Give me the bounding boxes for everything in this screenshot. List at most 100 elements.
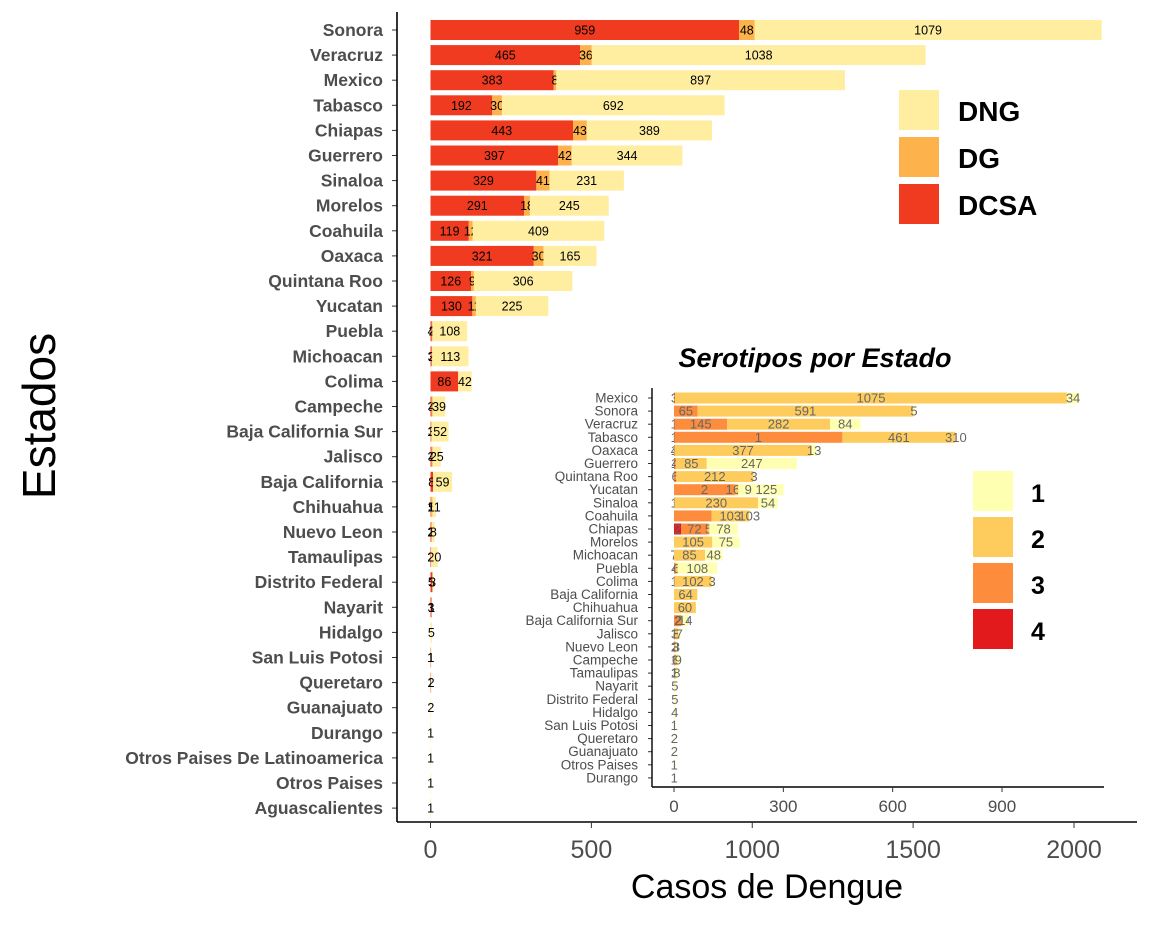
inset-data-label: 85: [684, 456, 698, 471]
bar-dng: [754, 20, 1102, 40]
y-tick-label: Sinaloa: [321, 171, 384, 191]
y-tick-label: Otros Paises: [276, 773, 383, 793]
y-tick-label: Coahuila: [309, 221, 383, 241]
legend-label-dng: DNG: [958, 96, 1020, 127]
inset-y-tick-label: Nuevo Leon: [565, 639, 638, 654]
y-tick-label: Tamaulipas: [288, 547, 383, 567]
data-label: 4: [428, 325, 435, 339]
inset-data-label: 1: [671, 443, 678, 458]
inset-bar-serotype-1: [674, 759, 675, 771]
inset-data-label: 1: [671, 574, 678, 589]
inset-data-label: 1: [671, 770, 678, 785]
inset-bar-serotype-2: [675, 458, 707, 469]
inset-data-label: 5: [671, 679, 678, 694]
inset-bar-serotype-2: [674, 654, 677, 666]
y-axis-title: Estados: [13, 333, 65, 499]
data-label: 231: [576, 174, 597, 188]
inset-bar-serotype-3: [674, 471, 677, 483]
bar-dg: [430, 421, 432, 442]
inset-data-label: 105: [682, 535, 704, 550]
bar-dcsa: [430, 170, 537, 191]
inset-bar-serotype-1: [712, 536, 740, 548]
inset-legend-label-3: 3: [1031, 572, 1045, 600]
inset-legend-swatch-2: [973, 517, 1013, 557]
bar-dg: [492, 95, 502, 116]
bar-dng: [431, 547, 438, 568]
bar-dg: [553, 70, 557, 91]
bar-dcsa: [430, 70, 554, 91]
bar-dcsa: [430, 396, 432, 417]
y-tick-label: Sonora: [323, 20, 384, 40]
inset-bar-serotype-1: [674, 693, 676, 705]
inset-bar-serotype-1: [675, 667, 679, 679]
data-label: 43: [573, 124, 587, 138]
bar-dcsa: [430, 471, 434, 492]
inset-data-label: 3: [671, 626, 678, 641]
data-label: 3: [428, 425, 435, 439]
inset-y-tick-label: Hidalgo: [592, 705, 638, 720]
data-label: 1: [427, 777, 434, 791]
inset-y-tick-label: Quintana Roo: [555, 469, 638, 484]
inset-data-label: 6: [672, 653, 679, 668]
inset-bar-serotype-1: [674, 772, 675, 784]
data-label: 41: [536, 174, 550, 188]
bar-dng: [432, 346, 469, 367]
inset-y-tick-label: Coahuila: [585, 508, 639, 523]
bar-dcsa: [430, 597, 432, 618]
inset-data-label: 591: [795, 404, 817, 419]
y-tick-label: Yucatan: [316, 296, 383, 316]
data-label: 3: [428, 400, 435, 414]
bar-dng: [458, 371, 472, 392]
inset-y-tick-label: Baja California: [550, 587, 638, 602]
inset-bar-serotype-2: [674, 444, 812, 456]
inset-legend-swatch-3: [973, 563, 1013, 603]
inset-data-label: 48: [706, 548, 720, 563]
data-label: 8: [428, 475, 435, 489]
bar-dng: [431, 421, 449, 442]
bar-dg: [471, 271, 474, 291]
inset-data-label: 247: [741, 456, 763, 471]
inset-y-tick-label: Guanajuato: [568, 744, 638, 759]
inset-bar-serotype-1: [704, 549, 723, 561]
data-label: 1: [427, 802, 434, 816]
main-legend: DNG DG DCSA: [899, 90, 1037, 224]
inset-data-label: 108: [686, 561, 708, 576]
data-label: 42: [558, 149, 572, 163]
inset-bar-serotype-1: [674, 746, 675, 758]
data-label: 959: [574, 24, 595, 38]
data-label: 30: [490, 99, 504, 113]
data-label: 2: [427, 551, 434, 565]
legend-swatch-dcsa: [899, 184, 939, 224]
inset-bar-serotype-3: [674, 667, 675, 679]
inset-data-label: 9: [675, 653, 682, 668]
bar-dcsa: [430, 145, 559, 166]
inset-bar-serotype-1: [1066, 392, 1080, 404]
bar-dng: [549, 170, 624, 191]
inset-legend-label-4: 4: [1031, 618, 1045, 646]
inset-bar-serotype-2: [681, 615, 683, 627]
inset-bar-serotype-1: [677, 562, 718, 574]
y-tick-label: Colima: [325, 371, 384, 391]
inset-data-label: 2: [671, 639, 678, 654]
legend-swatch-dng: [899, 90, 939, 130]
bar-dcsa: [430, 321, 432, 342]
inset-y-tick-label: Tabasco: [588, 430, 638, 445]
inset-legend-label-1: 1: [1031, 480, 1045, 508]
inset-bar-serotype-3: [674, 484, 735, 496]
inset-data-label: 65: [679, 404, 693, 419]
data-label: 25: [430, 450, 444, 464]
y-tick-label: Michoacan: [293, 346, 383, 366]
bar-dng: [543, 245, 597, 266]
inset-bar-serotype-1: [675, 641, 677, 653]
y-tick-label: Jalisco: [324, 447, 383, 467]
bar-dng: [586, 120, 713, 141]
inset-title: Serotipos por Estado: [678, 343, 951, 373]
inset-bar-serotype-2: [697, 405, 914, 417]
bar-dcsa: [430, 371, 459, 392]
data-label: 306: [513, 275, 534, 289]
bar-dg: [431, 321, 433, 342]
bar-dcsa: [430, 45, 581, 66]
inset-bar-serotype-2: [675, 628, 679, 640]
y-tick-label: Morelos: [316, 196, 383, 216]
